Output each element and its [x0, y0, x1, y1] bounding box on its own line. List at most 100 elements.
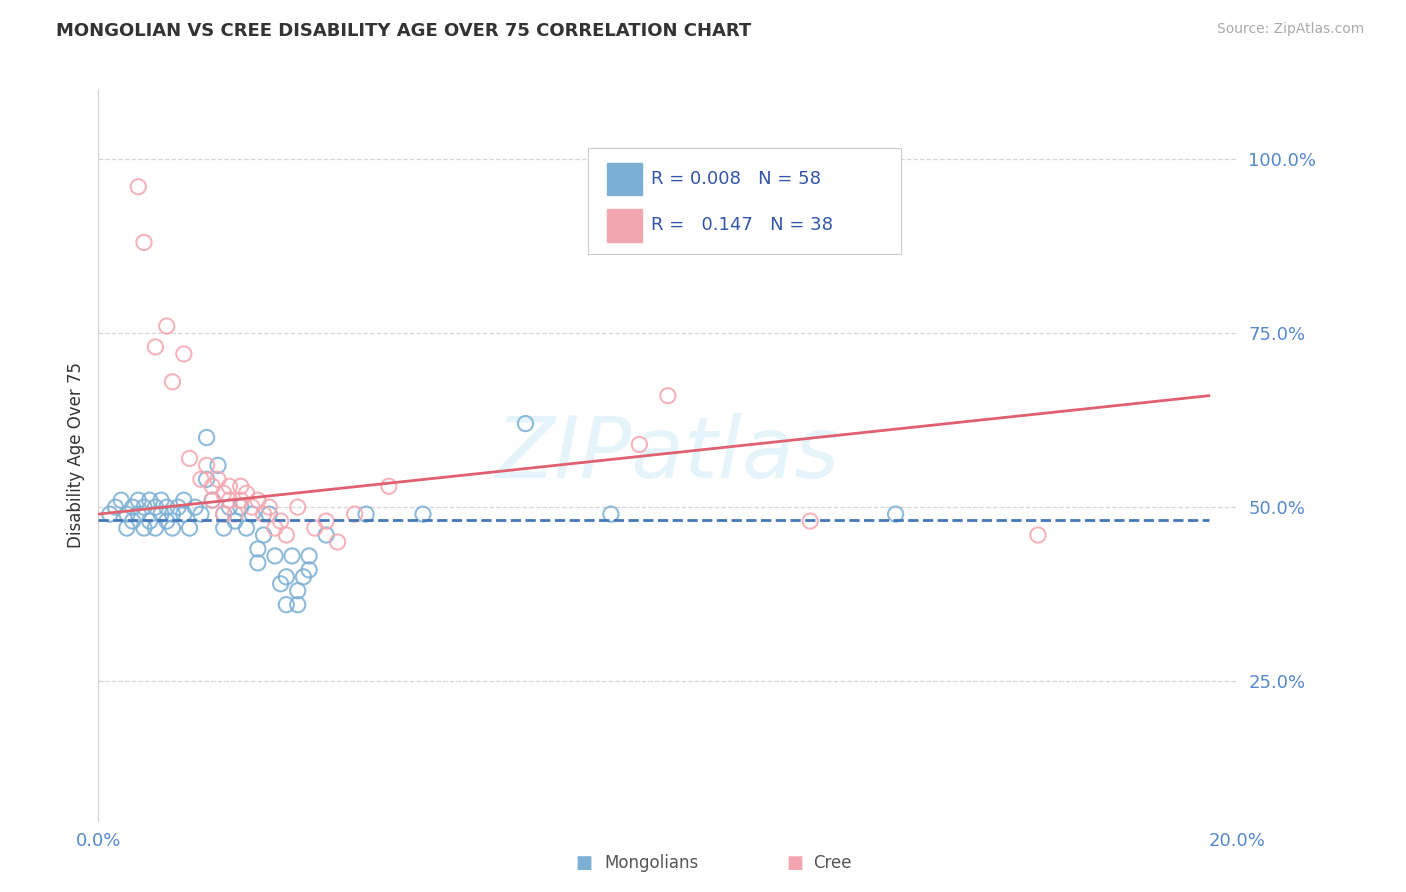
Point: [264, 549, 287, 563]
Point: [276, 528, 298, 542]
Point: [195, 472, 218, 486]
Point: [298, 563, 321, 577]
Point: [1026, 528, 1049, 542]
Point: [218, 479, 240, 493]
Point: [212, 486, 235, 500]
Text: MONGOLIAN VS CREE DISABILITY AGE OVER 75 CORRELATION CHART: MONGOLIAN VS CREE DISABILITY AGE OVER 75…: [56, 22, 751, 40]
Point: [240, 507, 263, 521]
Point: [304, 521, 326, 535]
Point: [276, 598, 298, 612]
Point: [378, 479, 401, 493]
Point: [628, 437, 651, 451]
Point: [240, 500, 263, 515]
Point: [287, 583, 309, 598]
Point: [212, 507, 235, 521]
Point: [287, 598, 309, 612]
Point: [201, 479, 224, 493]
Point: [195, 430, 218, 444]
Point: [600, 179, 623, 194]
Point: [110, 493, 132, 508]
Text: Mongolians: Mongolians: [605, 855, 699, 872]
Point: [207, 458, 229, 473]
Point: [138, 514, 160, 528]
Point: [132, 521, 155, 535]
Point: [127, 179, 149, 194]
Point: [412, 507, 434, 521]
Point: [235, 521, 257, 535]
Point: [173, 507, 195, 521]
Text: ■: ■: [575, 855, 592, 872]
Text: Source: ZipAtlas.com: Source: ZipAtlas.com: [1216, 22, 1364, 37]
Point: [246, 556, 269, 570]
Point: [104, 500, 127, 515]
Point: [229, 500, 252, 515]
Point: [201, 493, 224, 508]
Point: [201, 493, 224, 508]
Point: [292, 570, 315, 584]
FancyBboxPatch shape: [588, 148, 901, 253]
Point: [132, 500, 155, 515]
Point: [162, 375, 184, 389]
Point: [145, 521, 167, 535]
Point: [246, 493, 269, 508]
Point: [259, 500, 281, 515]
Point: [156, 319, 179, 334]
Bar: [607, 209, 641, 242]
Point: [121, 500, 143, 515]
Bar: [607, 162, 641, 195]
Point: [229, 479, 252, 493]
Point: [138, 493, 160, 508]
Point: [270, 514, 292, 528]
Point: [115, 521, 138, 535]
Point: [145, 500, 167, 515]
Point: [224, 507, 246, 521]
Point: [190, 507, 212, 521]
Point: [162, 521, 184, 535]
Point: [259, 507, 281, 521]
Y-axis label: Disability Age Over 75: Disability Age Over 75: [66, 362, 84, 548]
Point: [657, 389, 679, 403]
Point: [224, 514, 246, 528]
Point: [218, 500, 240, 515]
Point: [287, 500, 309, 515]
Point: [115, 507, 138, 521]
Point: [252, 507, 274, 521]
Point: [121, 514, 143, 528]
Point: [179, 521, 201, 535]
Point: [276, 570, 298, 584]
Point: [156, 514, 179, 528]
Point: [207, 472, 229, 486]
Point: [173, 493, 195, 508]
Point: [354, 507, 377, 521]
Point: [184, 500, 207, 515]
Point: [315, 514, 337, 528]
Point: [173, 347, 195, 361]
Text: ZIPatlas: ZIPatlas: [496, 413, 839, 497]
Text: Cree: Cree: [813, 855, 851, 872]
Point: [127, 507, 149, 521]
Point: [600, 507, 623, 521]
Point: [326, 535, 349, 549]
Point: [150, 507, 173, 521]
Point: [235, 486, 257, 500]
Point: [132, 235, 155, 250]
Point: [343, 507, 366, 521]
Point: [264, 521, 287, 535]
Point: [252, 528, 274, 542]
Point: [150, 493, 173, 508]
Point: [270, 576, 292, 591]
Text: ■: ■: [786, 855, 803, 872]
Point: [229, 493, 252, 508]
Point: [281, 549, 304, 563]
Point: [156, 500, 179, 515]
Point: [515, 417, 537, 431]
Point: [127, 493, 149, 508]
Point: [167, 500, 190, 515]
Point: [212, 507, 235, 521]
Point: [179, 451, 201, 466]
Point: [145, 340, 167, 354]
Point: [315, 528, 337, 542]
Point: [195, 458, 218, 473]
Point: [98, 507, 121, 521]
Point: [162, 507, 184, 521]
